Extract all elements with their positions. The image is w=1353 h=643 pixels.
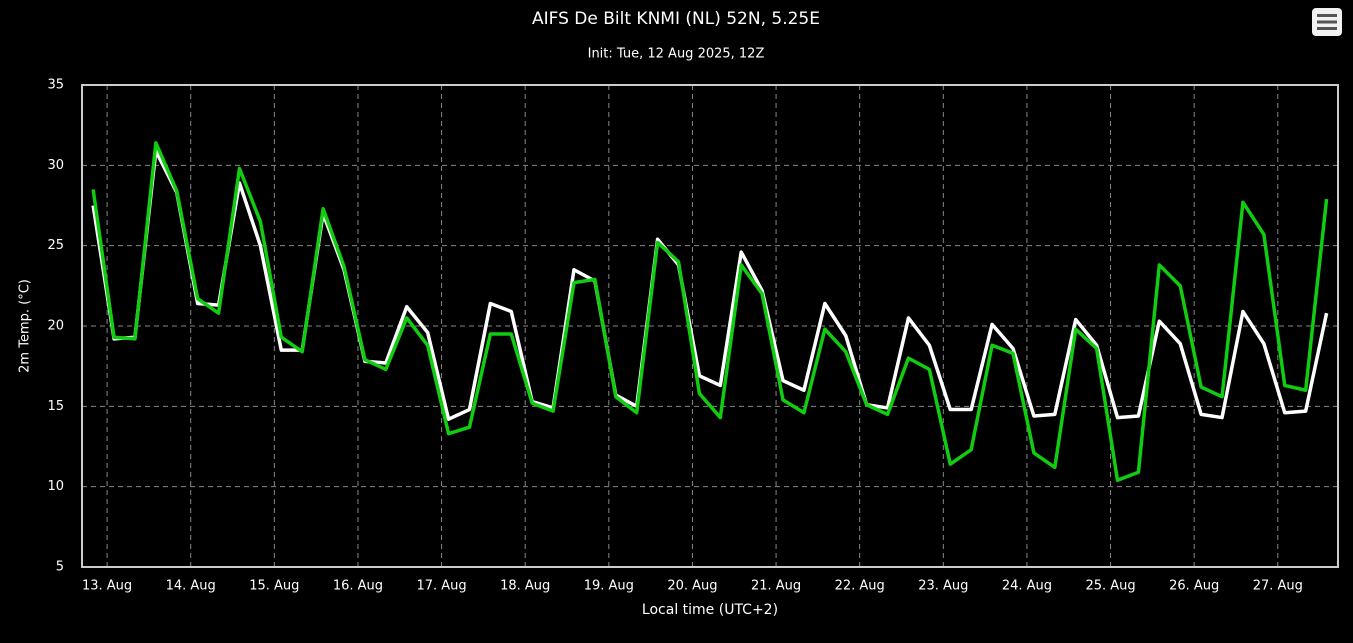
x-axis-label: Local time (UTC+2) [642, 602, 778, 618]
x-tick-label: 18. Aug [500, 579, 550, 594]
x-tick-label: 24. Aug [1002, 579, 1052, 594]
y-tick-label: 10 [47, 479, 64, 494]
x-tick-label: 14. Aug [166, 579, 216, 594]
x-tick-label: 21. Aug [751, 579, 801, 594]
x-tick-label: 22. Aug [835, 579, 885, 594]
y-tick-label: 15 [47, 399, 64, 414]
x-tick-label: 13. Aug [82, 579, 132, 594]
x-tick-label: 26. Aug [1169, 579, 1219, 594]
menu-bar [1317, 27, 1337, 30]
series-line [91, 141, 1329, 482]
plot-border [81, 84, 1339, 568]
x-tick-label: 17. Aug [416, 579, 466, 594]
x-tick-label: 16. Aug [333, 579, 383, 594]
x-tick-label: 20. Aug [667, 579, 717, 594]
y-tick-label: 20 [47, 319, 64, 334]
y-tick-label: 30 [47, 158, 64, 173]
x-tick-label: 27. Aug [1253, 579, 1303, 594]
chart-title: AIFS De Bilt KNMI (NL) 52N, 5.25E [532, 9, 820, 29]
x-tick-label: 19. Aug [584, 579, 634, 594]
chart-subtitle: Init: Tue, 12 Aug 2025, 12Z [588, 47, 765, 62]
menu-button[interactable] [1312, 8, 1342, 36]
menu-bar [1317, 20, 1337, 24]
x-tick-label: 25. Aug [1085, 579, 1135, 594]
menu-bar [1317, 14, 1337, 17]
x-tick-label: 23. Aug [918, 579, 968, 594]
y-tick-label: 35 [47, 78, 64, 93]
y-tick-label: 25 [47, 238, 64, 253]
x-tick-label: 15. Aug [249, 579, 299, 594]
y-axis-label: 2m Temp. (°C) [18, 279, 33, 373]
y-tick-label: 5 [56, 560, 64, 575]
